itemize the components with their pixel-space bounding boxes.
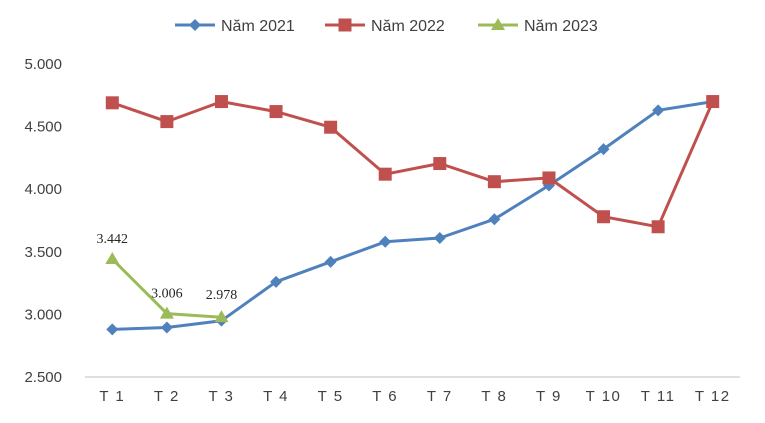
x-tick-label: T 12: [695, 388, 731, 405]
triangle-marker: [159, 306, 174, 319]
square-marker: [160, 115, 174, 129]
series-lines: [111, 100, 715, 331]
data-label: 2.978: [206, 288, 238, 303]
x-tick-label: T 9: [536, 388, 562, 405]
diamond-marker: [597, 143, 610, 156]
triangle-marker: [105, 252, 120, 265]
legend-label: Năm 2023: [524, 18, 598, 35]
square-marker: [338, 18, 352, 32]
x-tick-label: T 6: [372, 388, 398, 405]
square-marker: [105, 96, 119, 110]
triangle-marker: [491, 18, 505, 30]
square-marker: [542, 171, 556, 185]
legend-label: Năm 2021: [221, 18, 295, 35]
square-marker: [214, 95, 228, 109]
x-tick-label: T 4: [263, 388, 289, 405]
y-tick-label: 5.000: [24, 56, 62, 73]
diamond-marker: [652, 104, 665, 117]
y-tick-label: 4.000: [24, 181, 62, 198]
diamond-marker: [189, 19, 201, 31]
data-label: 3.006: [151, 287, 183, 302]
square-marker: [433, 157, 447, 171]
diamond-marker: [433, 232, 446, 245]
legend: Năm 2021 Năm 2022 Năm 2023: [175, 18, 598, 35]
x-tick-label: T 1: [99, 388, 125, 405]
square-marker: [269, 105, 283, 119]
x-tick-label: T 7: [427, 388, 453, 405]
diamond-marker: [270, 275, 283, 288]
triangle-marker: [214, 310, 229, 323]
diamond-marker: [379, 235, 392, 248]
diamond-marker: [106, 323, 119, 336]
diamond-marker: [488, 213, 501, 226]
x-tick-label: T 11: [641, 388, 676, 405]
series-line-1: [112, 100, 713, 331]
y-tick-label: 3.000: [24, 306, 62, 323]
series-markers: [105, 95, 720, 336]
square-marker: [487, 175, 501, 189]
diamond-marker: [324, 255, 337, 268]
square-marker: [324, 120, 338, 134]
y-tick-label: 4.500: [24, 119, 62, 136]
y-tick-label: 2.500: [24, 369, 62, 386]
x-tick-label: T 10: [586, 388, 622, 405]
square-marker: [706, 95, 720, 109]
x-tick-label: T 3: [209, 388, 235, 405]
square-marker: [651, 220, 665, 234]
y-tick-label: 3.500: [24, 244, 62, 261]
x-tick-label: T 8: [481, 388, 507, 405]
diamond-marker: [160, 321, 173, 334]
x-tick-label: T 2: [154, 388, 180, 405]
square-marker: [378, 167, 392, 181]
legend-label: Năm 2022: [371, 18, 445, 35]
x-tick-label: T 5: [318, 388, 344, 405]
data-labels: 3.442 3.006 2.978: [97, 232, 238, 303]
square-marker: [597, 210, 611, 224]
axes: 2.500 3.000 3.500 4.000 4.500 5.000 T 1 T 2 T 3 T…: [24, 56, 740, 405]
data-label: 3.442: [97, 232, 129, 247]
series-line-2: [111, 100, 715, 229]
